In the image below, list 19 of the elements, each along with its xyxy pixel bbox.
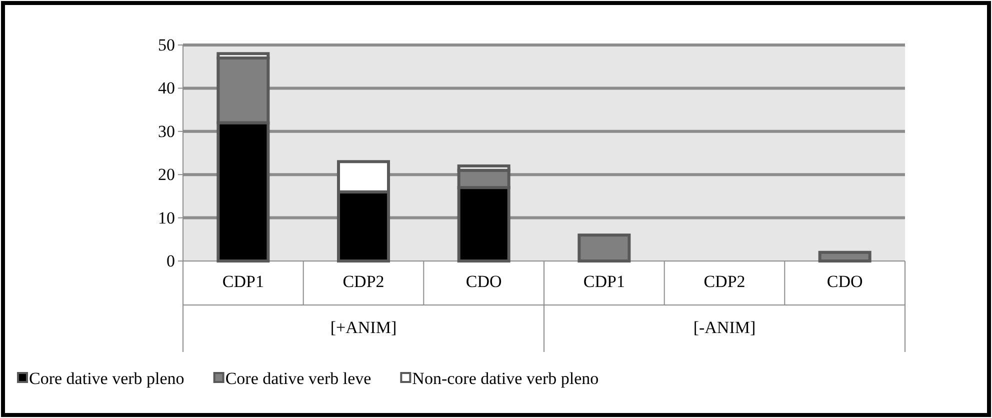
x-tick-label: CDP1 xyxy=(583,272,625,292)
text: [+ANIM] xyxy=(330,318,397,337)
legend-label: Core dative verb leve xyxy=(225,369,372,388)
y-tick-label: 20 xyxy=(158,165,175,184)
text: [-ANIM] xyxy=(693,318,756,337)
x-tick-label: CDP2 xyxy=(704,272,746,292)
legend-label: Non-core dative verb pleno xyxy=(412,369,599,388)
x-tick-label: CDP2 xyxy=(342,272,384,292)
y-tick-label: 10 xyxy=(158,208,175,228)
x-tick-label: CDO xyxy=(826,272,863,292)
y-tick-label: 40 xyxy=(158,78,175,98)
bar xyxy=(578,234,631,262)
y-tick-label: 50 xyxy=(158,35,175,54)
bar xyxy=(818,250,872,262)
legend-label: Core dative verb pleno xyxy=(29,369,184,388)
x-tick-label: CDO xyxy=(466,272,502,292)
x-tick-label: CDP1 xyxy=(222,272,264,292)
y-tick-label: 30 xyxy=(158,122,175,141)
y-tick-label: 0 xyxy=(166,251,175,270)
